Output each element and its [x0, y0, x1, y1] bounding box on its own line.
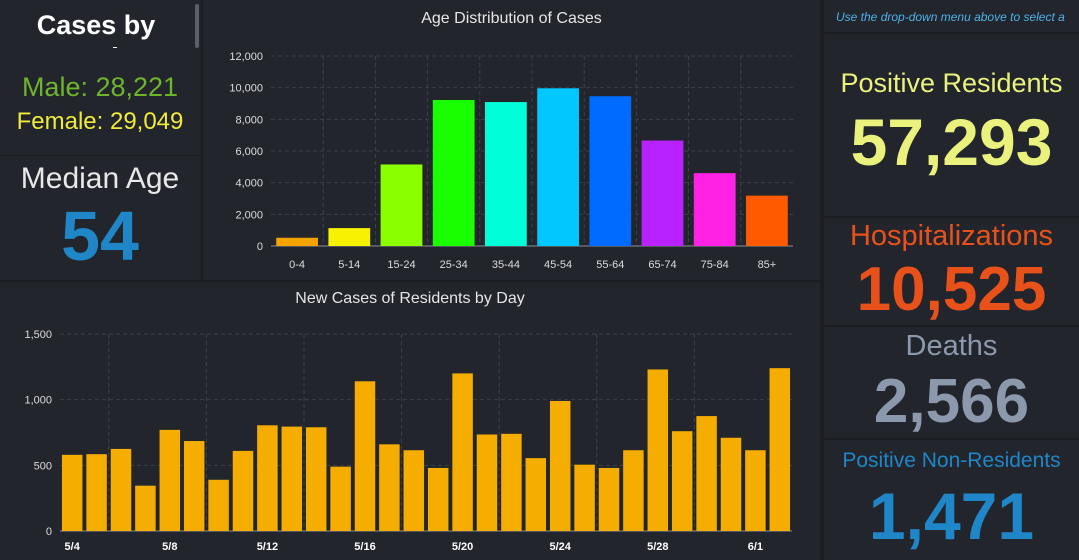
bar — [476, 434, 498, 531]
bar — [745, 450, 766, 531]
bar — [427, 467, 449, 531]
daily-cases-panel: New Cases of Residents by Day 0 500 1,000 1… — [0, 282, 820, 560]
daily-cases-chart: 0 500 1,000 1,500 5/4 5/8 5/12 5/16 5/20 5/24 5/28… — [24, 329, 792, 553]
x-tick-label: 5/16 — [354, 541, 375, 553]
non-residents-label: Positive Non-Residents — [842, 449, 1061, 472]
bar — [501, 433, 522, 531]
age-distribution-panel: Age Distribution of Cases 0 2,000 4,000 6,0… — [203, 0, 820, 280]
divider — [824, 32, 1079, 34]
bar — [537, 88, 579, 246]
y-tick-label: 1,500 — [24, 329, 52, 341]
y-tick-label: 0 — [46, 526, 52, 538]
divider — [824, 438, 1079, 440]
x-tick-label: 55-64 — [596, 259, 624, 271]
age-chart-title: Age Distribution of Cases — [421, 10, 602, 27]
bar — [432, 100, 475, 247]
male-count: Male: 28,221 — [21, 72, 179, 102]
median-age-value: 54 — [61, 197, 139, 275]
bar — [61, 454, 83, 531]
deaths-label: Deaths — [905, 330, 998, 362]
bar — [549, 400, 571, 531]
bar — [671, 431, 693, 531]
scrollbar[interactable] — [195, 4, 199, 48]
bar — [208, 479, 229, 531]
divider — [824, 216, 1079, 218]
bar — [696, 416, 717, 531]
x-tick-label: 35-44 — [492, 259, 520, 271]
x-tick-label: 5/20 — [452, 541, 473, 553]
bar — [380, 164, 423, 246]
deaths-value: 2,566 — [873, 367, 1030, 436]
y-tick-label: 0 — [257, 241, 263, 253]
x-tick-label: 5/8 — [162, 541, 177, 553]
y-tick-label: 500 — [34, 460, 52, 472]
bar — [135, 485, 156, 531]
bar — [379, 444, 400, 531]
median-age-panel: Median Age 54 — [0, 156, 201, 280]
bar — [647, 369, 669, 531]
bar — [769, 368, 791, 531]
x-tick-label: 25-34 — [440, 259, 468, 271]
bar — [589, 96, 632, 246]
dropdown-hint: Use the drop-down menu above to select a — [836, 10, 1065, 24]
bar — [86, 454, 107, 531]
hospitalizations-label: Hospitalizations — [849, 220, 1054, 252]
bar — [354, 381, 376, 531]
bar — [598, 467, 620, 531]
daily-chart-title: New Cases of Residents by Day — [295, 290, 525, 307]
x-tick-label: 65-74 — [648, 259, 676, 271]
bar — [452, 373, 473, 531]
bar — [641, 140, 684, 246]
cases-by-panel: Cases by Male: 28,221 Female: 29,049 — [0, 0, 201, 155]
age-distribution-chart: 0 2,000 4,000 6,000 8,000 10,000 12,000 0-4 5-14… — [229, 51, 793, 271]
bar — [403, 450, 425, 531]
x-tick-label: 0-4 — [289, 259, 305, 271]
y-tick-label: 6,000 — [235, 146, 263, 158]
bar — [693, 173, 736, 246]
x-tick-label: 5/28 — [647, 541, 668, 553]
x-tick-label: 5-14 — [338, 259, 360, 271]
bar — [281, 426, 303, 531]
bar — [183, 441, 205, 531]
bar — [574, 464, 595, 531]
y-tick-label: 8,000 — [235, 114, 263, 126]
title-underline — [113, 47, 117, 48]
x-tick-label: 45-54 — [544, 259, 572, 271]
bar — [525, 458, 547, 531]
bar — [330, 466, 351, 531]
bar — [257, 425, 278, 531]
bar — [110, 448, 132, 531]
positive-residents-value: 57,293 — [850, 105, 1053, 179]
bar — [720, 437, 742, 531]
bar — [159, 429, 181, 531]
bar — [623, 450, 644, 531]
median-age-label: Median Age — [20, 162, 180, 195]
y-tick-label: 1,000 — [24, 395, 52, 407]
x-tick-label: 6/1 — [748, 541, 763, 553]
non-residents-value: 1,471 — [868, 479, 1035, 553]
x-tick-label: 5/24 — [549, 541, 571, 553]
hospitalizations-value: 10,525 — [856, 255, 1047, 324]
x-tick-label: 85+ — [758, 259, 777, 271]
bar — [746, 195, 788, 246]
x-tick-label: 5/12 — [257, 541, 278, 553]
y-tick-label: 4,000 — [235, 178, 263, 190]
divider — [824, 325, 1079, 327]
bar — [305, 427, 327, 531]
positive-residents-label: Positive Residents — [840, 68, 1063, 98]
x-tick-label: 75-84 — [701, 259, 729, 271]
y-tick-label: 10,000 — [229, 83, 263, 95]
x-tick-label: 15-24 — [387, 259, 415, 271]
y-tick-label: 12,000 — [229, 51, 263, 63]
stats-panel: Use the drop-down menu above to select a… — [824, 0, 1079, 560]
bar — [276, 237, 318, 246]
x-tick-label: 5/4 — [65, 541, 81, 553]
bar — [328, 228, 371, 246]
cases-by-title: Cases by — [36, 10, 156, 40]
bar — [485, 102, 527, 246]
y-tick-label: 2,000 — [235, 209, 263, 221]
bar — [232, 450, 254, 531]
female-count: Female: 29,049 — [16, 108, 184, 135]
